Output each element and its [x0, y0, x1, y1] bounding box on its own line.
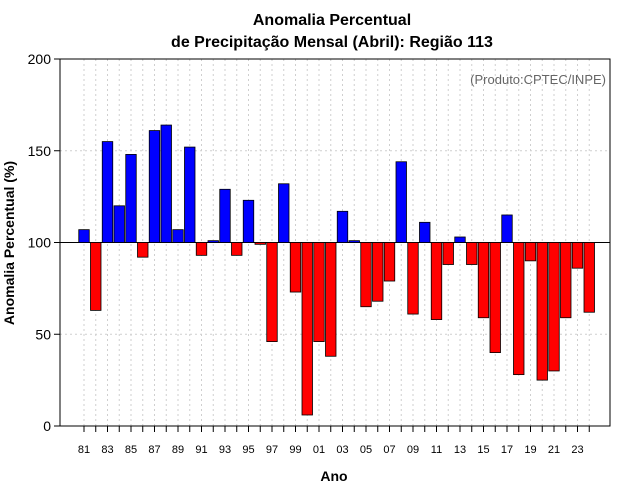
bar-2022 [560, 242, 572, 319]
x-tick-label: 87 [148, 444, 160, 456]
bars-group [78, 124, 595, 416]
bar-1981 [78, 229, 90, 243]
bar-2004 [348, 240, 360, 243]
bar-1998 [278, 183, 290, 243]
x-tick-label: 03 [336, 444, 348, 456]
chart-title-line1: Anomalia Percentual [253, 12, 411, 29]
bar-2017 [501, 214, 513, 243]
x-tick-label: 21 [548, 444, 560, 456]
x-tick-label: 05 [360, 444, 372, 456]
bar-2000 [301, 242, 313, 416]
bar-1994 [231, 242, 243, 256]
bar-2013 [454, 236, 466, 243]
bar-1997 [266, 242, 278, 342]
bar-2008 [395, 161, 407, 243]
bar-2019 [524, 242, 537, 262]
y-axis-label: Anomalia Percentual (%) [1, 161, 17, 325]
x-axis-label: Ano [320, 468, 347, 484]
x-tick-label: 93 [219, 444, 231, 456]
bar-1984 [113, 205, 125, 243]
x-tick-label: 23 [571, 444, 583, 456]
x-tick-label: 11 [431, 444, 442, 456]
bar-2015 [477, 242, 490, 319]
x-tick-label: 99 [289, 444, 301, 456]
x-tick-label: 97 [266, 444, 278, 456]
bar-2018 [513, 242, 525, 376]
bar-2009 [407, 242, 419, 315]
x-tick-label: 91 [195, 444, 207, 456]
bar-1991 [195, 242, 208, 256]
bar-1986 [137, 242, 149, 258]
chart-title-line2: de Precipitação Mensal (Abril): Região 1… [171, 34, 493, 51]
credit-label: (Produto:CPTEC/INPE) [470, 72, 606, 87]
bar-1983 [101, 141, 114, 243]
bar-2003 [336, 210, 349, 243]
x-tick-label: 85 [125, 444, 137, 456]
bar-2010 [419, 221, 431, 243]
bar-2007 [383, 242, 396, 282]
bar-2011 [430, 242, 443, 320]
bar-2005 [360, 242, 372, 308]
y-tick-label: 50 [35, 326, 51, 342]
y-tick-label: 0 [43, 418, 51, 434]
y-axis: 0 50 100 150 200 [28, 51, 60, 434]
x-tick-label: 95 [242, 444, 254, 456]
bar-1999 [289, 242, 302, 293]
bar-1988 [160, 124, 172, 243]
x-tick-label: 17 [501, 444, 513, 456]
bar-1995 [242, 199, 255, 243]
bar-1990 [184, 146, 196, 243]
bar-2020 [536, 242, 548, 381]
bar-2002 [325, 242, 337, 357]
bar-2001 [313, 242, 325, 342]
bar-2023 [571, 242, 584, 269]
y-tick-label: 200 [28, 51, 52, 67]
x-tick-label: 01 [313, 444, 325, 456]
bar-1982 [90, 242, 102, 311]
bar-1987 [148, 130, 161, 243]
x-tick-label: 07 [383, 444, 395, 456]
bar-2012 [442, 242, 454, 265]
bar-2006 [372, 242, 384, 302]
x-tick-label: 15 [477, 444, 489, 456]
bar-2024 [583, 242, 595, 313]
x-tick-label: 81 [78, 444, 90, 456]
x-axis: 81 83 85 87 89 91 93 95 97 99 01 03 05 07 09 11 13 15 17 19… [78, 426, 590, 456]
bar-2021 [548, 242, 560, 372]
y-tick-label: 100 [28, 235, 52, 251]
bar-1989 [172, 229, 184, 243]
x-tick-label: 13 [454, 444, 466, 456]
bar-1996 [254, 242, 266, 245]
bar-2016 [489, 242, 501, 353]
bar-1993 [219, 188, 231, 243]
x-tick-label: 83 [101, 444, 113, 456]
y-tick-label: 150 [28, 143, 52, 159]
bar-1985 [125, 154, 137, 243]
bar-2014 [466, 242, 478, 265]
x-tick-label: 19 [524, 444, 536, 456]
x-tick-label: 89 [172, 444, 184, 456]
bar-1992 [207, 240, 219, 243]
x-tick-label: 09 [407, 444, 419, 456]
